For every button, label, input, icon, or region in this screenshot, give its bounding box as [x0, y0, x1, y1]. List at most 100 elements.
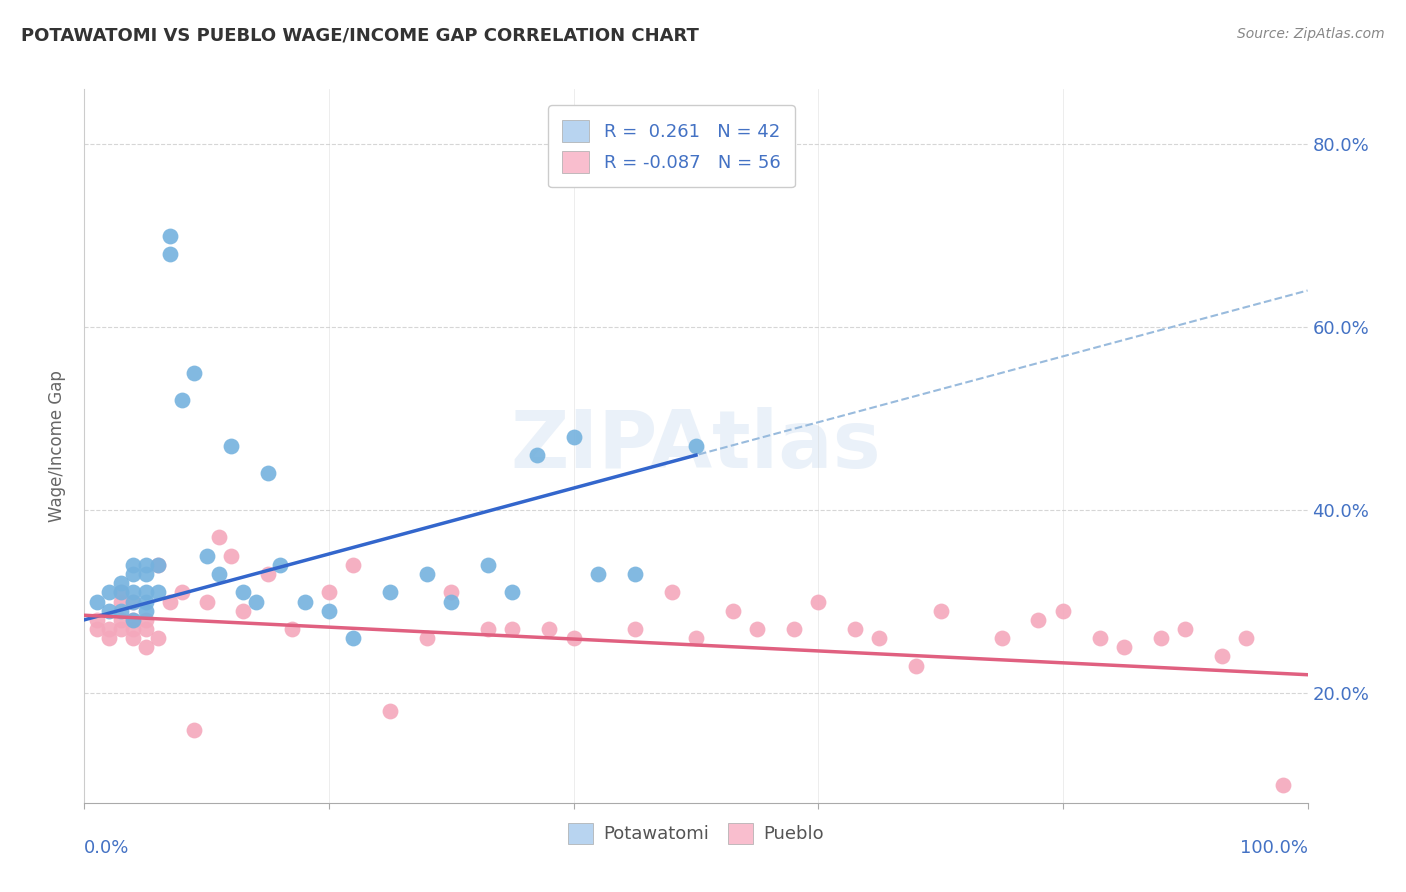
Point [991, 631, 1014, 645]
Legend: R =  0.261   N = 42, R = -0.087   N = 56: R = 0.261 N = 42, R = -0.087 N = 56 [548, 105, 794, 187]
Point [869, 631, 891, 645]
Point [135, 622, 157, 636]
Point [783, 622, 806, 636]
Point [1236, 631, 1258, 645]
Point [219, 549, 242, 563]
Point [502, 585, 524, 599]
Point [159, 228, 181, 243]
Point [146, 558, 169, 572]
Point [172, 393, 194, 408]
Point [929, 604, 952, 618]
Point [257, 467, 280, 481]
Point [208, 531, 231, 545]
Point [477, 622, 499, 636]
Point [97, 604, 120, 618]
Point [122, 594, 145, 608]
Point [586, 567, 609, 582]
Point [416, 631, 439, 645]
Point [1052, 604, 1074, 618]
Point [562, 631, 585, 645]
Point [380, 585, 402, 599]
Point [135, 604, 157, 618]
Point [208, 567, 231, 582]
Point [1028, 613, 1050, 627]
Point [440, 585, 463, 599]
Point [86, 594, 108, 608]
Point [440, 594, 463, 608]
Point [624, 567, 647, 582]
Point [318, 585, 340, 599]
Point [502, 622, 524, 636]
Text: 0.0%: 0.0% [84, 839, 129, 857]
Point [294, 594, 316, 608]
Point [195, 549, 218, 563]
Point [135, 585, 157, 599]
Point [747, 622, 769, 636]
Point [269, 558, 291, 572]
Point [110, 585, 132, 599]
Point [122, 585, 145, 599]
Point [146, 558, 169, 572]
Point [342, 631, 364, 645]
Point [135, 567, 157, 582]
Point [172, 585, 194, 599]
Point [232, 585, 254, 599]
Point [97, 585, 120, 599]
Y-axis label: Wage/Income Gap: Wage/Income Gap [48, 370, 66, 522]
Point [122, 613, 145, 627]
Point [122, 622, 145, 636]
Point [97, 631, 120, 645]
Point [86, 622, 108, 636]
Point [685, 439, 707, 453]
Point [380, 704, 402, 718]
Text: ZIPAtlas: ZIPAtlas [510, 407, 882, 485]
Point [135, 594, 157, 608]
Point [245, 594, 267, 608]
Point [624, 622, 647, 636]
Point [146, 585, 169, 599]
Point [1272, 777, 1295, 791]
Point [135, 613, 157, 627]
Point [257, 567, 280, 582]
Point [86, 613, 108, 627]
Point [905, 658, 928, 673]
Text: POTAWATOMI VS PUEBLO WAGE/INCOME GAP CORRELATION CHART: POTAWATOMI VS PUEBLO WAGE/INCOME GAP COR… [21, 27, 699, 45]
Point [110, 594, 132, 608]
Text: Source: ZipAtlas.com: Source: ZipAtlas.com [1237, 27, 1385, 41]
Point [219, 439, 242, 453]
Point [318, 604, 340, 618]
Point [538, 622, 561, 636]
Point [110, 622, 132, 636]
Point [183, 366, 205, 380]
Point [146, 631, 169, 645]
Point [110, 604, 132, 618]
Point [97, 622, 120, 636]
Point [807, 594, 830, 608]
Point [844, 622, 866, 636]
Point [110, 576, 132, 591]
Point [135, 558, 157, 572]
Point [477, 558, 499, 572]
Point [1174, 622, 1197, 636]
Point [1150, 631, 1173, 645]
Point [110, 585, 132, 599]
Point [342, 558, 364, 572]
Point [159, 594, 181, 608]
Point [110, 613, 132, 627]
Point [562, 430, 585, 444]
Point [1114, 640, 1136, 655]
Point [721, 604, 744, 618]
Point [232, 604, 254, 618]
Point [416, 567, 439, 582]
Point [183, 723, 205, 737]
Point [1088, 631, 1111, 645]
Point [122, 631, 145, 645]
Point [661, 585, 683, 599]
Point [135, 640, 157, 655]
Point [685, 631, 707, 645]
Point [195, 594, 218, 608]
Text: 100.0%: 100.0% [1240, 839, 1308, 857]
Point [122, 594, 145, 608]
Point [159, 247, 181, 261]
Point [122, 558, 145, 572]
